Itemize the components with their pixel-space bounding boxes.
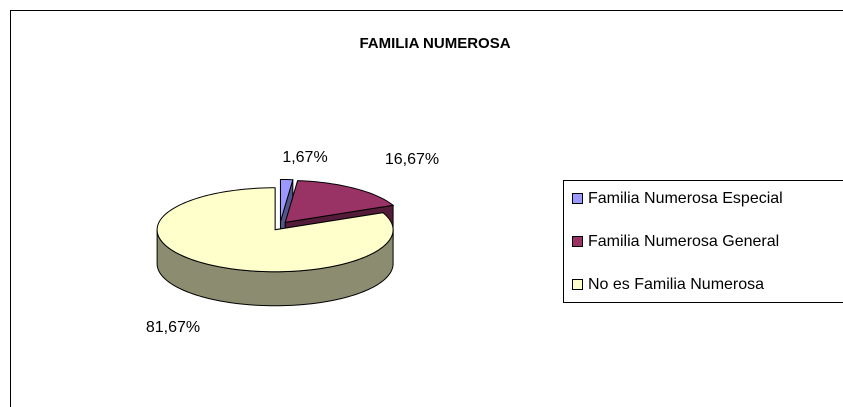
- chart-title: FAMILIA NUMEROSA: [359, 35, 510, 52]
- chart-border: [10, 10, 843, 407]
- legend-box: [563, 180, 843, 303]
- legend-swatch: [572, 193, 583, 204]
- data-label: 16,67%: [385, 151, 439, 168]
- legend-swatch: [572, 279, 583, 290]
- pie: [156, 179, 395, 307]
- data-label: 81,67%: [146, 319, 200, 336]
- legend-label: No es Familia Numerosa: [588, 276, 764, 293]
- legend-label: Familia Numerosa General: [588, 233, 779, 250]
- legend-swatch: [572, 236, 583, 247]
- slice: [284, 180, 395, 223]
- slice: [156, 187, 394, 273]
- slice: [279, 179, 294, 222]
- data-label: 1,67%: [282, 149, 327, 166]
- legend-label: Familia Numerosa Especial: [588, 190, 783, 207]
